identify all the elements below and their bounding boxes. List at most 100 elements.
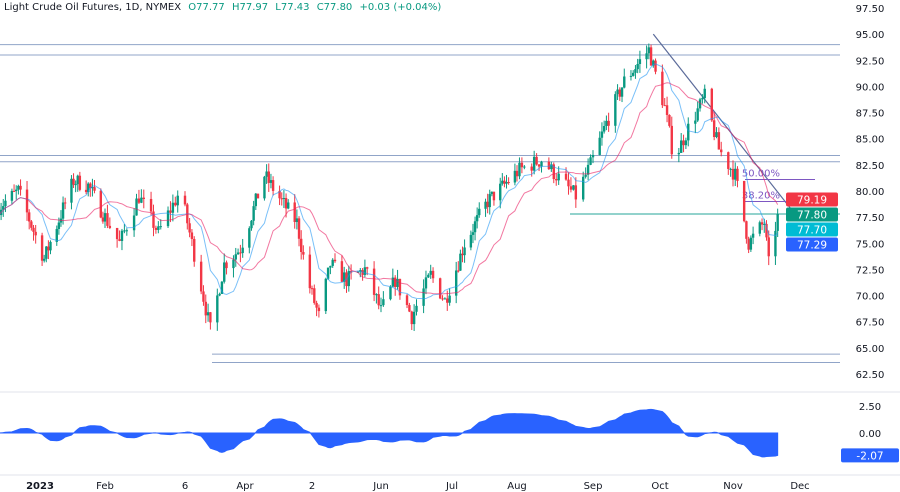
candle-body	[234, 254, 237, 260]
candle-body	[478, 208, 481, 216]
candle-body	[581, 176, 585, 200]
high-value: H77.97	[231, 2, 269, 13]
candle-body	[91, 187, 94, 189]
candle-body	[183, 195, 187, 205]
price-tick-label: 67.50	[856, 318, 885, 329]
candle-body	[547, 161, 551, 170]
candle-body	[584, 174, 587, 177]
candle-body	[535, 156, 538, 165]
candle-body	[343, 272, 346, 282]
candle-body	[572, 185, 575, 190]
candle-body	[600, 131, 604, 138]
candle-body	[427, 274, 430, 278]
candle-body	[731, 168, 735, 180]
candle-body	[490, 191, 494, 195]
time-tick-label: Nov	[723, 481, 743, 492]
candle-body	[241, 247, 244, 254]
candle-body	[61, 202, 65, 219]
time-tick-label: Feb	[96, 481, 114, 492]
candle-body	[152, 211, 155, 228]
osc-tick-label: 0.00	[859, 429, 881, 440]
candle-body	[49, 241, 52, 251]
candle-body	[647, 47, 651, 54]
candle-body	[287, 202, 290, 209]
candle-body	[629, 75, 633, 77]
candle-body	[140, 197, 143, 203]
candle-body	[623, 76, 626, 88]
candle-body	[32, 227, 35, 232]
time-tick-label: Apr	[236, 481, 254, 492]
candle-body	[347, 270, 350, 287]
candle-body	[459, 253, 462, 271]
candle-body	[665, 105, 669, 115]
candle-body	[282, 198, 286, 200]
candle-body	[505, 181, 508, 184]
candle-body	[310, 288, 314, 290]
candle-body	[501, 180, 504, 184]
candle-body	[123, 230, 126, 232]
candle-body	[326, 267, 330, 279]
oscillator-area	[0, 408, 779, 458]
candle-body	[405, 295, 409, 306]
candle-body	[331, 259, 334, 266]
candle-body	[488, 194, 491, 208]
price-tick-label: 65.00	[856, 344, 885, 355]
chart-header: Light Crude Oil Futures, 1D, NYMEX O77.7…	[4, 2, 441, 13]
candle-body	[486, 201, 489, 208]
candle-body	[469, 234, 473, 248]
candle-body	[372, 268, 376, 295]
candle-body	[443, 298, 447, 300]
fib-level-label: 38.20%	[742, 190, 780, 201]
candle-body	[45, 246, 48, 259]
symbol-title: Light Crude Oil Futures, 1D, NYMEX	[4, 2, 182, 13]
candle-body	[701, 98, 704, 100]
time-tick-label: 2023	[26, 481, 54, 492]
price-label-badge	[786, 222, 838, 237]
candle-body	[747, 238, 750, 250]
candle-body	[774, 230, 777, 257]
candle-body	[438, 278, 442, 299]
candle-body	[461, 253, 464, 256]
price-tick-label: 97.50	[856, 4, 885, 15]
candle-body	[87, 183, 90, 193]
candle-body	[329, 265, 332, 268]
candle-body	[605, 120, 608, 126]
candle-body	[663, 105, 666, 107]
open-value: O77.77	[188, 2, 225, 13]
candle-body	[682, 140, 685, 146]
candle-body	[120, 230, 124, 241]
candle-body	[618, 89, 621, 97]
candle-body	[652, 60, 655, 66]
candle-body	[408, 305, 411, 312]
candle-body	[115, 227, 119, 240]
candle-body	[118, 239, 121, 241]
candle-body	[199, 261, 203, 292]
candle-body	[34, 231, 37, 236]
time-tick-label: Jul	[445, 481, 458, 492]
candle-body	[632, 72, 635, 76]
candle-body	[694, 120, 697, 124]
candle-body	[55, 228, 58, 242]
candle-body	[703, 88, 706, 99]
candle-body	[375, 294, 378, 296]
candle-body	[396, 278, 399, 287]
price-label-badge	[786, 207, 838, 222]
candle-body	[223, 262, 226, 282]
candle-body	[776, 214, 779, 231]
candle-body	[142, 197, 145, 199]
candle-body	[149, 198, 153, 212]
candle-body	[661, 71, 664, 106]
candle-body	[602, 125, 606, 132]
candle-body	[574, 185, 578, 200]
price-tick-label: 87.50	[856, 109, 885, 120]
candle-body	[171, 202, 175, 213]
osc-tick-label: 2.50	[859, 402, 881, 413]
candle-body	[74, 184, 77, 186]
candle-body	[57, 222, 61, 229]
candle-body	[687, 123, 690, 141]
candle-body	[137, 198, 141, 203]
candle-body	[567, 179, 570, 187]
candle-body	[758, 222, 761, 234]
